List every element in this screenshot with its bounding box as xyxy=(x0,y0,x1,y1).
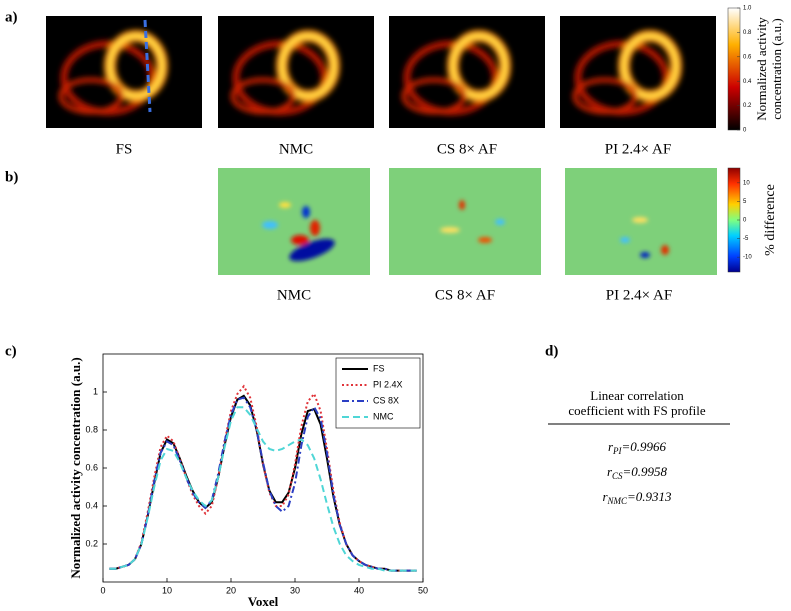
colorbar-tick-label: 0.4 xyxy=(743,79,752,85)
colorbar-tick-label: -10 xyxy=(743,255,752,261)
colorbar-tick-label: 0 xyxy=(743,128,747,134)
y-tick-label: 0.2 xyxy=(85,538,98,548)
symbol: r xyxy=(607,464,613,479)
symbol: r xyxy=(602,489,608,504)
y-axis-label: Normalized activity concentration (a.u.) xyxy=(68,357,83,578)
image-label: FS xyxy=(116,141,133,157)
series-line xyxy=(109,406,417,572)
y-tick-label: 1 xyxy=(93,386,98,396)
legend-label: CS 8X xyxy=(373,395,399,405)
x-tick-label: 40 xyxy=(354,585,364,595)
y-tick-label: 0.4 xyxy=(85,500,98,510)
colorbar-tick-label: 0 xyxy=(743,218,747,224)
image xyxy=(46,16,202,128)
x-tick-label: 30 xyxy=(290,585,300,595)
x-tick-label: 50 xyxy=(418,585,428,595)
x-tick-label: 10 xyxy=(162,585,172,595)
symbol: r xyxy=(608,439,614,454)
colorbar-tick-label: 10 xyxy=(743,180,750,186)
x-tick-label: 0 xyxy=(100,585,105,595)
image-label: PI 2.4× AF xyxy=(605,141,671,157)
legend-label: PI 2.4X xyxy=(373,379,403,389)
panel-label: b) xyxy=(5,169,18,185)
image-label: NMC xyxy=(279,141,313,157)
table-header: coefficient with FS profile xyxy=(568,403,706,418)
panel-label: d) xyxy=(545,343,558,359)
colorbar-title: concentration (a.u.) xyxy=(769,18,784,119)
diff-image xyxy=(389,168,541,275)
y-tick-label: 0.6 xyxy=(85,462,98,472)
x-tick-label: 20 xyxy=(226,585,236,595)
colorbar-tick-label: -5 xyxy=(743,236,749,242)
image xyxy=(560,16,716,128)
diff-image xyxy=(565,168,717,275)
correlation-value: rNMC=0.9313 xyxy=(602,489,672,506)
correlation-value: rPI=0.9966 xyxy=(608,439,667,456)
panel-label: a) xyxy=(5,9,18,25)
diff-image xyxy=(218,168,370,275)
subscript: PI xyxy=(612,446,622,456)
colorbar xyxy=(727,7,741,131)
legend-label: NMC xyxy=(373,411,394,421)
value: =0.9313 xyxy=(627,489,672,504)
subscript: CS xyxy=(612,471,623,481)
table-header: Linear correlation xyxy=(590,388,684,403)
profile-line xyxy=(143,19,152,113)
y-tick-label: 0.8 xyxy=(85,424,98,434)
subscript: NMC xyxy=(607,496,629,506)
image xyxy=(218,16,374,128)
image-label: NMC xyxy=(277,287,311,303)
image xyxy=(389,16,545,128)
panel-label: c) xyxy=(5,343,17,359)
image-label: CS 8× AF xyxy=(437,141,497,157)
colorbar-tick-label: 0.8 xyxy=(743,30,752,36)
legend-box xyxy=(335,357,421,429)
colorbar-title: % difference xyxy=(763,184,778,256)
colorbar-tick-label: 1.0 xyxy=(743,6,752,12)
colorbar-tick-label: 0.6 xyxy=(743,54,752,60)
colorbar-tick-label: 0.2 xyxy=(743,103,752,109)
correlation-value: rCS=0.9958 xyxy=(607,464,668,481)
colorbar-title: Normalized activity xyxy=(754,17,769,121)
colorbar-tick-label: 5 xyxy=(743,199,747,205)
legend-label: FS xyxy=(373,363,385,373)
x-axis-label: Voxel xyxy=(248,594,279,609)
image-label: CS 8× AF xyxy=(435,287,495,303)
series-line xyxy=(109,396,417,572)
value: =0.9958 xyxy=(623,464,668,479)
image-label: PI 2.4× AF xyxy=(606,287,672,303)
value: =0.9966 xyxy=(622,439,667,454)
